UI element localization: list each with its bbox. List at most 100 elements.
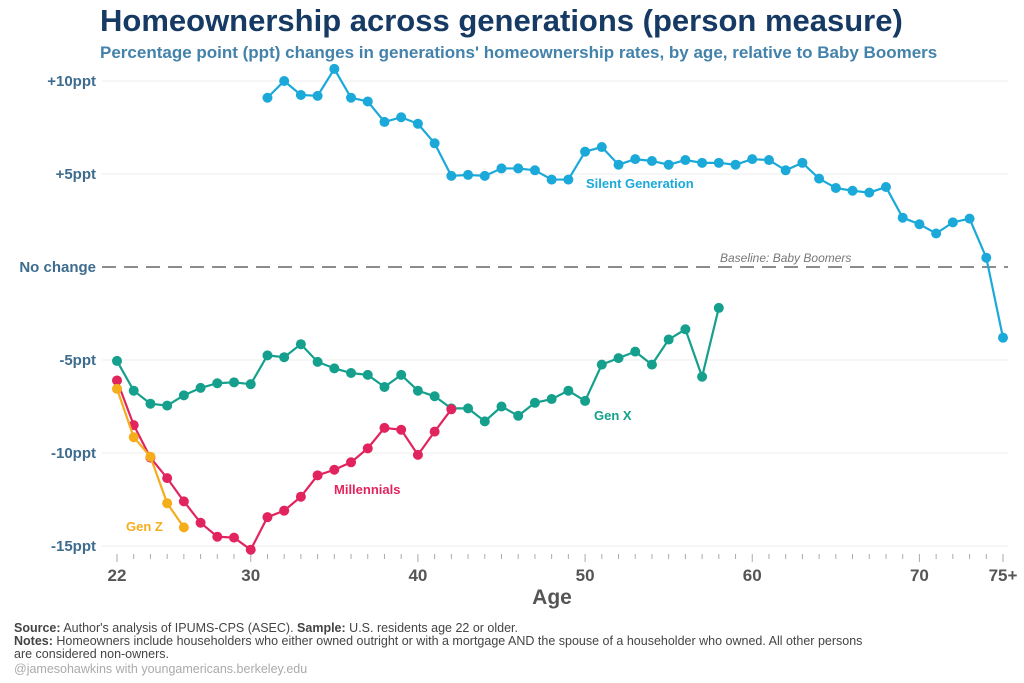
- point-silent-generation: [580, 146, 591, 157]
- point-silent-generation: [563, 174, 574, 185]
- point-millennials: [429, 426, 440, 437]
- series-millennials: [112, 375, 457, 555]
- point-millennials: [446, 404, 457, 415]
- point-silent-generation: [964, 213, 975, 224]
- line-silent-generation: [266, 66, 1005, 338]
- series-group: [112, 63, 1008, 555]
- x-tick-label: 40: [408, 566, 427, 585]
- point-silent-generation: [529, 165, 540, 176]
- point-silent-generation: [780, 165, 791, 176]
- point-gen-x: [663, 334, 674, 345]
- point-silent-generation: [797, 157, 808, 168]
- point-gen-x: [513, 410, 524, 421]
- point-gen-x: [162, 400, 173, 411]
- site-link[interactable]: youngamericans.berkeley.edu: [141, 662, 307, 676]
- point-silent-generation: [697, 157, 708, 168]
- notes: Notes: Homeowners include householders w…: [14, 634, 862, 648]
- point-silent-generation: [747, 154, 758, 165]
- point-gen-x: [496, 401, 507, 412]
- author-handle: @jamesohawkins: [14, 662, 112, 676]
- y-tick-label: +5ppt: [56, 166, 96, 183]
- point-silent-generation: [763, 155, 774, 166]
- point-gen-x: [713, 302, 724, 313]
- point-silent-generation: [362, 96, 373, 107]
- point-silent-generation: [847, 185, 858, 196]
- point-gen-x: [379, 381, 390, 392]
- source-note: Source: Author's analysis of IPUMS-CPS (…: [14, 621, 518, 635]
- point-gen-x: [295, 339, 306, 350]
- point-silent-generation: [262, 92, 273, 103]
- point-millennials: [379, 422, 390, 433]
- point-gen-z: [162, 498, 173, 509]
- point-gen-x: [646, 359, 657, 370]
- point-silent-generation: [830, 182, 841, 193]
- point-silent-generation: [630, 154, 641, 165]
- point-silent-generation: [396, 112, 407, 123]
- y-axis: +10ppt +5ppt No change -5ppt -10ppt -15ppt: [19, 73, 96, 555]
- notes-text: Homeowners include householders who eith…: [53, 634, 863, 648]
- point-silent-generation: [479, 170, 490, 181]
- point-millennials: [262, 512, 273, 523]
- series-silent-generation: [262, 63, 1008, 343]
- y-tick-label: No change: [19, 259, 96, 276]
- point-millennials: [195, 517, 206, 528]
- point-silent-generation: [864, 187, 875, 198]
- point-millennials: [178, 496, 189, 507]
- point-silent-generation: [730, 159, 741, 170]
- point-silent-generation: [646, 155, 657, 166]
- point-silent-generation: [496, 163, 507, 174]
- series-gen-z: [112, 383, 189, 533]
- point-millennials: [346, 457, 357, 468]
- point-silent-generation: [279, 76, 290, 86]
- y-tick-label: -15ppt: [51, 538, 96, 555]
- label-silent-generation: Silent Generation: [586, 176, 694, 191]
- point-gen-x: [529, 397, 540, 408]
- x-axis: 22 30 40 50 60 70 75+: [108, 554, 1018, 585]
- point-gen-x: [412, 385, 423, 396]
- point-millennials: [312, 470, 323, 481]
- point-silent-generation: [463, 169, 474, 180]
- point-silent-generation: [981, 252, 992, 263]
- x-tick-label: 75+: [989, 566, 1018, 585]
- point-gen-x: [229, 377, 240, 388]
- source-label: Source:: [14, 621, 61, 635]
- label-gen-z: Gen Z: [126, 519, 163, 534]
- credit-with: with: [112, 662, 141, 676]
- point-gen-x: [212, 378, 223, 389]
- point-silent-generation: [546, 174, 557, 185]
- point-millennials: [229, 532, 240, 543]
- point-gen-x: [245, 379, 256, 390]
- point-silent-generation: [312, 90, 323, 101]
- point-silent-generation: [680, 155, 691, 166]
- x-tick-label: 70: [910, 566, 929, 585]
- point-silent-generation: [329, 63, 340, 74]
- point-silent-generation: [814, 173, 825, 184]
- point-millennials: [162, 473, 173, 484]
- point-silent-generation: [412, 118, 423, 129]
- point-gen-z: [178, 522, 189, 533]
- point-gen-x: [279, 352, 290, 363]
- point-gen-x: [312, 356, 323, 367]
- point-gen-x: [262, 350, 273, 361]
- point-silent-generation: [914, 219, 925, 230]
- gridlines: [102, 80, 1008, 547]
- point-silent-generation: [379, 116, 390, 127]
- point-gen-x: [479, 416, 490, 427]
- point-silent-generation: [880, 182, 891, 193]
- point-gen-x: [112, 355, 122, 366]
- point-gen-x: [145, 398, 156, 409]
- point-gen-x: [563, 385, 574, 396]
- point-silent-generation: [513, 163, 524, 174]
- label-millennials: Millennials: [334, 482, 400, 497]
- point-silent-generation: [713, 157, 724, 168]
- source-text: Author's analysis of IPUMS-CPS (ASEC).: [61, 621, 298, 635]
- point-silent-generation: [446, 170, 457, 181]
- point-gen-x: [396, 369, 407, 380]
- point-millennials: [212, 531, 223, 542]
- notes-continued: are considered non-owners.: [14, 647, 169, 661]
- baseline-label: Baseline: Baby Boomers: [720, 251, 851, 265]
- point-millennials: [279, 505, 290, 516]
- point-millennials: [412, 449, 423, 460]
- point-gen-z: [128, 432, 139, 443]
- point-millennials: [295, 491, 306, 502]
